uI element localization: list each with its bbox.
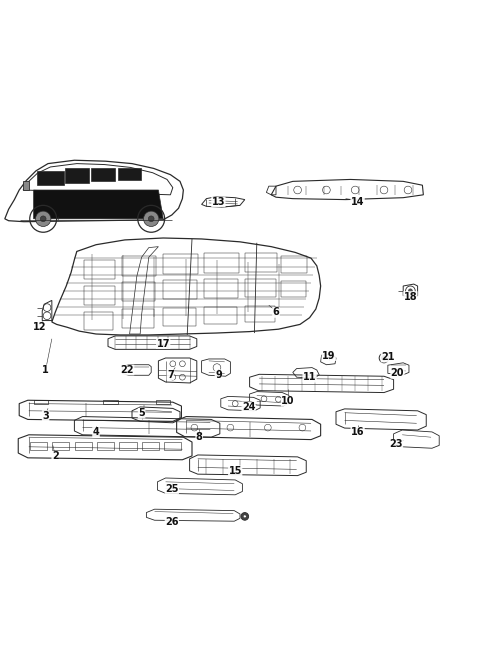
Text: 5: 5 <box>138 408 145 418</box>
Text: 23: 23 <box>389 440 403 450</box>
Text: 2: 2 <box>52 452 59 462</box>
Text: 15: 15 <box>228 466 242 476</box>
Circle shape <box>40 216 46 222</box>
Polygon shape <box>65 168 89 183</box>
Text: 13: 13 <box>212 197 225 207</box>
Text: 24: 24 <box>242 402 255 412</box>
Text: 9: 9 <box>215 370 222 380</box>
Circle shape <box>382 355 386 361</box>
Polygon shape <box>23 181 29 190</box>
Text: 18: 18 <box>404 291 417 301</box>
Text: 11: 11 <box>303 372 316 382</box>
Polygon shape <box>37 171 64 185</box>
Text: 4: 4 <box>93 428 99 438</box>
Circle shape <box>144 211 159 226</box>
Text: 16: 16 <box>351 428 364 438</box>
Polygon shape <box>91 168 115 181</box>
Circle shape <box>408 289 412 293</box>
Circle shape <box>36 211 51 226</box>
Polygon shape <box>118 168 141 180</box>
Text: 19: 19 <box>322 351 336 361</box>
Text: 25: 25 <box>165 484 179 494</box>
Text: 26: 26 <box>165 517 179 527</box>
Text: 3: 3 <box>42 411 49 421</box>
Circle shape <box>243 515 246 518</box>
Text: 8: 8 <box>196 432 203 442</box>
Text: 17: 17 <box>156 339 170 349</box>
Text: 20: 20 <box>391 368 404 378</box>
Polygon shape <box>34 190 163 219</box>
Circle shape <box>148 216 154 222</box>
Text: 21: 21 <box>381 352 395 362</box>
Text: 14: 14 <box>351 197 364 207</box>
Circle shape <box>241 512 249 520</box>
Text: 7: 7 <box>167 370 174 380</box>
Text: 12: 12 <box>33 322 46 332</box>
Text: 6: 6 <box>273 307 279 317</box>
Text: 1: 1 <box>42 365 49 375</box>
Text: 10: 10 <box>281 396 295 406</box>
Text: 22: 22 <box>120 365 134 375</box>
